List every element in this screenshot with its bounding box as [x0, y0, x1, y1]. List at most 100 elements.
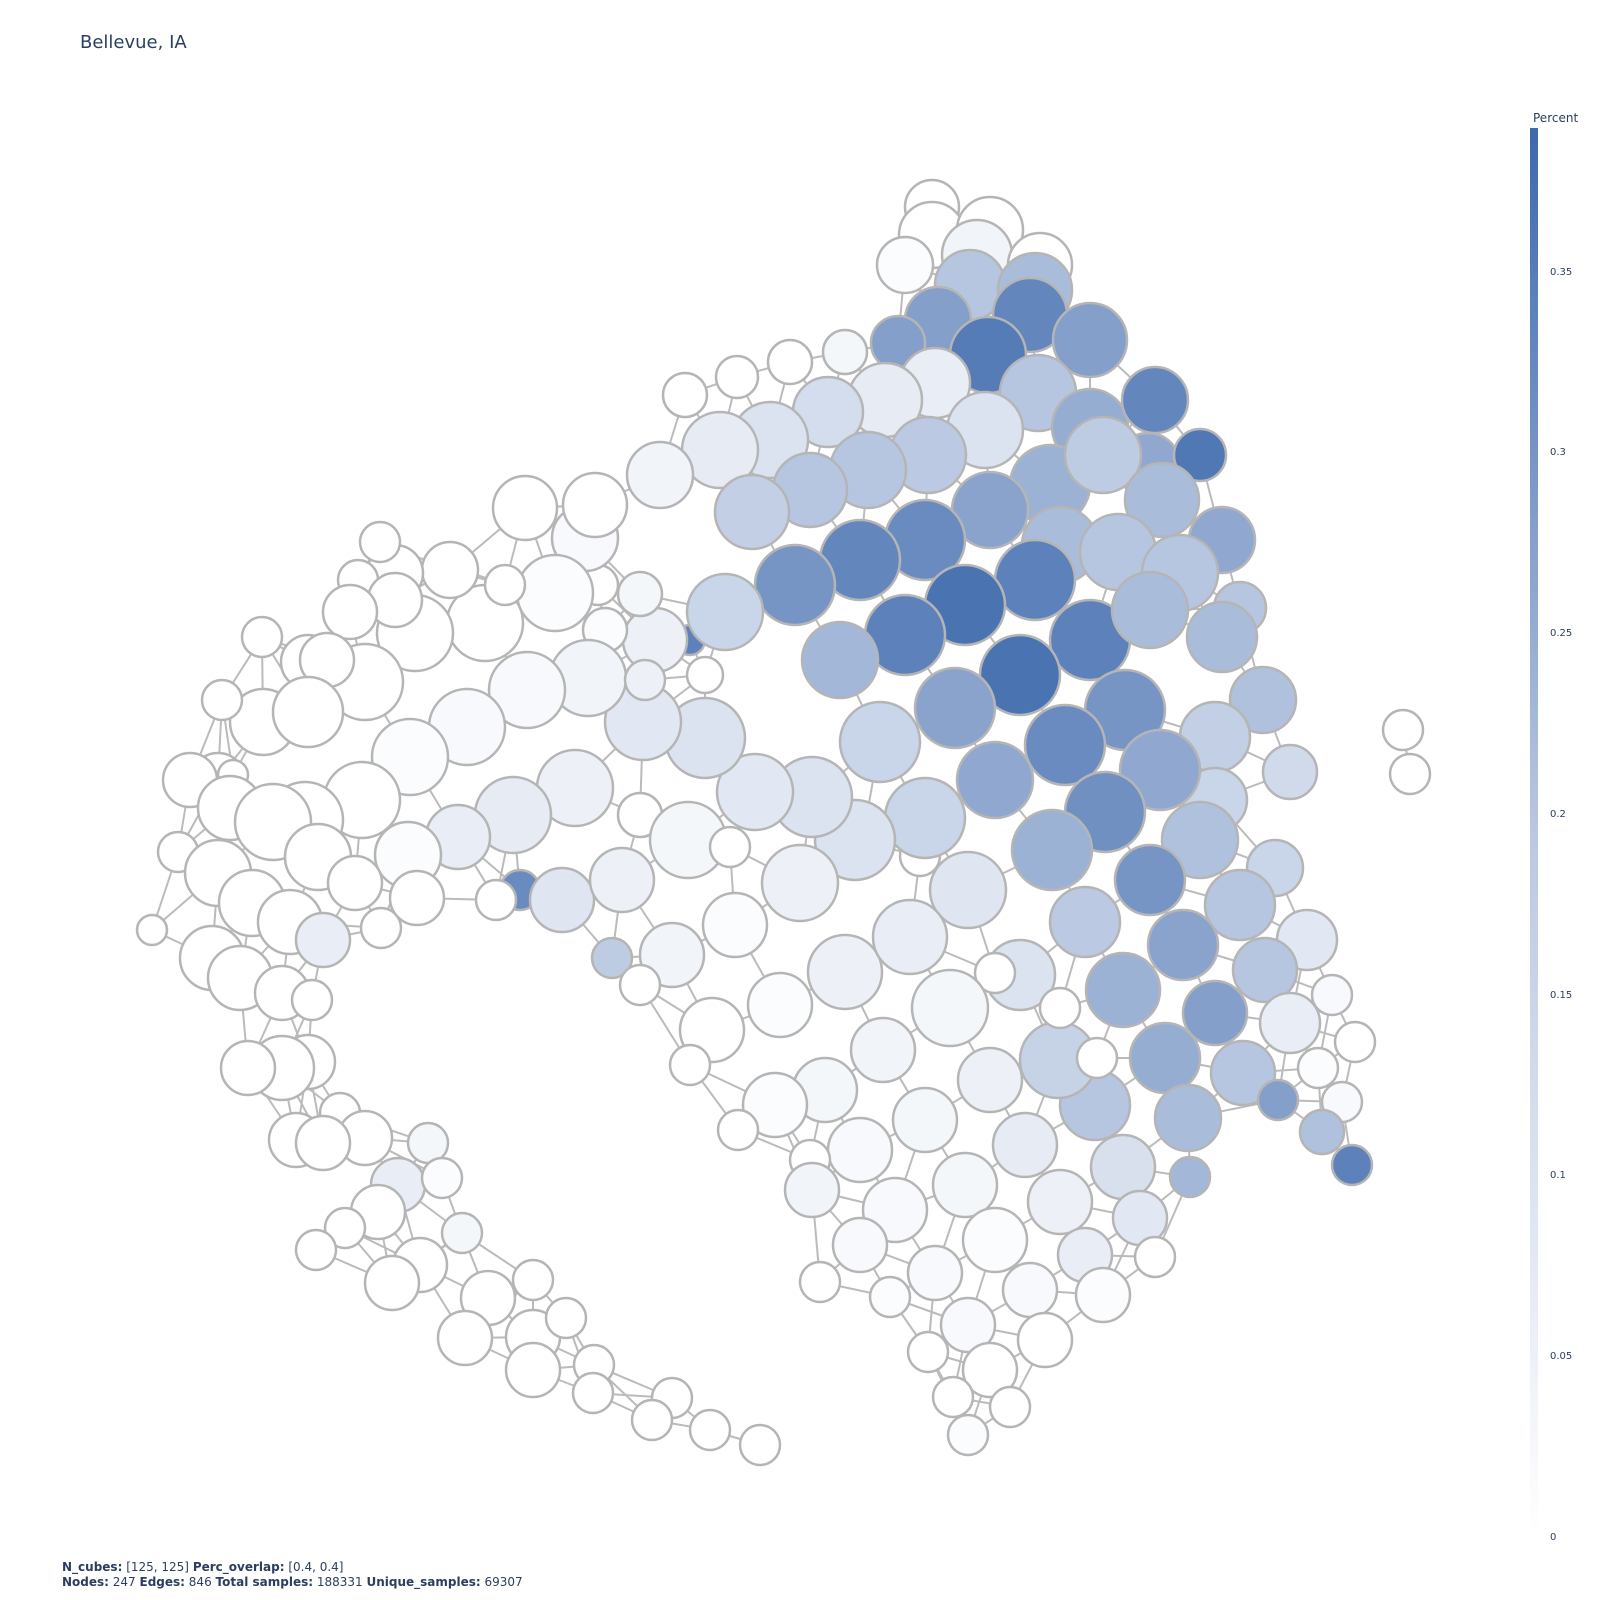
graph-node[interactable]: [1133, 1235, 1177, 1279]
graph-node[interactable]: [906, 1330, 950, 1374]
graph-node[interactable]: [715, 752, 795, 832]
graph-node[interactable]: [1296, 1046, 1340, 1090]
graph-node[interactable]: [1333, 1020, 1377, 1064]
graph-node[interactable]: [326, 854, 384, 912]
graph-node[interactable]: [931, 1375, 975, 1419]
graph-node[interactable]: [1001, 1261, 1059, 1319]
graph-node[interactable]: [1084, 951, 1162, 1029]
graph-node[interactable]: [1160, 800, 1240, 880]
graph-node[interactable]: [1209, 1039, 1277, 1107]
graph-node[interactable]: [436, 1309, 494, 1367]
graph-node[interactable]: [1063, 415, 1143, 495]
graph-node[interactable]: [420, 540, 480, 600]
graph-node[interactable]: [978, 633, 1062, 717]
graph-node[interactable]: [910, 968, 990, 1048]
graph-node[interactable]: [388, 869, 446, 927]
graph-node[interactable]: [746, 971, 814, 1039]
graph-node[interactable]: [200, 678, 244, 722]
graph-node[interactable]: [716, 1108, 760, 1152]
graph-node[interactable]: [1228, 665, 1298, 735]
graph-node[interactable]: [623, 658, 667, 702]
graph-node[interactable]: [219, 1039, 277, 1097]
graph-node[interactable]: [738, 1423, 782, 1467]
graph-node[interactable]: [528, 866, 596, 934]
graph-node[interactable]: [783, 1161, 841, 1219]
graph-node[interactable]: [1388, 752, 1432, 796]
graph-node[interactable]: [1168, 1155, 1212, 1199]
graph-node[interactable]: [1118, 728, 1202, 812]
graph-node[interactable]: [1146, 908, 1220, 982]
graph-node[interactable]: [616, 570, 664, 618]
graph-node[interactable]: [883, 776, 967, 860]
graph-node[interactable]: [638, 921, 706, 989]
graph-node[interactable]: [1261, 743, 1319, 801]
graph-node[interactable]: [1298, 1108, 1346, 1156]
graph-node[interactable]: [1074, 1266, 1132, 1324]
graph-node[interactable]: [891, 1086, 959, 1154]
graph-node[interactable]: [359, 906, 403, 950]
graph-node[interactable]: [440, 1211, 484, 1255]
graph-node[interactable]: [491, 474, 559, 542]
graph-node[interactable]: [871, 898, 949, 976]
graph-node[interactable]: [1051, 301, 1129, 379]
graph-node[interactable]: [946, 1413, 990, 1457]
graph-node[interactable]: [1075, 1036, 1119, 1080]
graph-node[interactable]: [939, 1296, 997, 1354]
graph-node[interactable]: [741, 1071, 809, 1139]
graph-node[interactable]: [1185, 600, 1259, 674]
graph-node[interactable]: [800, 620, 880, 700]
graph-node[interactable]: [766, 338, 814, 386]
graph-node[interactable]: [993, 538, 1077, 622]
graph-node[interactable]: [618, 963, 662, 1007]
graph-node[interactable]: [474, 878, 518, 922]
graph-node[interactable]: [798, 1260, 842, 1304]
graph-node[interactable]: [504, 1341, 562, 1399]
graph-node[interactable]: [323, 1206, 367, 1250]
graph-node[interactable]: [956, 1046, 1024, 1114]
graph-node[interactable]: [973, 951, 1017, 995]
graph-node[interactable]: [294, 911, 352, 969]
graph-node[interactable]: [760, 843, 840, 923]
graph-node[interactable]: [831, 1216, 889, 1274]
graph-node[interactable]: [1016, 1311, 1074, 1369]
graph-node[interactable]: [661, 371, 709, 419]
graph-node[interactable]: [906, 1244, 964, 1302]
graph-node[interactable]: [625, 440, 695, 510]
graph-node[interactable]: [294, 1228, 338, 1272]
graph-node[interactable]: [1203, 868, 1277, 942]
graph-node[interactable]: [753, 543, 837, 627]
graph-node[interactable]: [1153, 1083, 1223, 1153]
graph-node[interactable]: [511, 1258, 555, 1302]
graph-node[interactable]: [928, 850, 1008, 930]
graph-node[interactable]: [1026, 1168, 1094, 1236]
graph-node[interactable]: [1381, 708, 1425, 752]
graph-node[interactable]: [955, 740, 1035, 820]
graph-node[interactable]: [685, 572, 765, 652]
graph-node[interactable]: [1172, 427, 1228, 483]
graph-node[interactable]: [1330, 1143, 1374, 1187]
graph-node[interactable]: [826, 1116, 894, 1184]
graph-node[interactable]: [1120, 365, 1190, 435]
graph-node[interactable]: [806, 933, 884, 1011]
graph-node[interactable]: [1256, 1078, 1300, 1122]
graph-node[interactable]: [1181, 979, 1249, 1047]
graph-node[interactable]: [849, 1016, 917, 1084]
graph-node[interactable]: [630, 1398, 674, 1442]
graph-node[interactable]: [701, 891, 769, 959]
graph-node[interactable]: [588, 846, 656, 914]
graph-node[interactable]: [483, 563, 527, 607]
graph-node[interactable]: [1231, 936, 1299, 1004]
graph-node[interactable]: [1010, 808, 1094, 892]
graph-node[interactable]: [271, 675, 345, 749]
graph-node[interactable]: [991, 1111, 1059, 1179]
graph-node[interactable]: [875, 235, 935, 295]
graph-node[interactable]: [931, 1151, 999, 1219]
graph-node[interactable]: [544, 1296, 588, 1340]
graph-node[interactable]: [1023, 703, 1107, 787]
graph-node[interactable]: [240, 615, 284, 659]
graph-node[interactable]: [1038, 986, 1082, 1030]
graph-node[interactable]: [321, 583, 379, 641]
graph-node[interactable]: [961, 1206, 1029, 1274]
graph-node[interactable]: [358, 520, 402, 564]
